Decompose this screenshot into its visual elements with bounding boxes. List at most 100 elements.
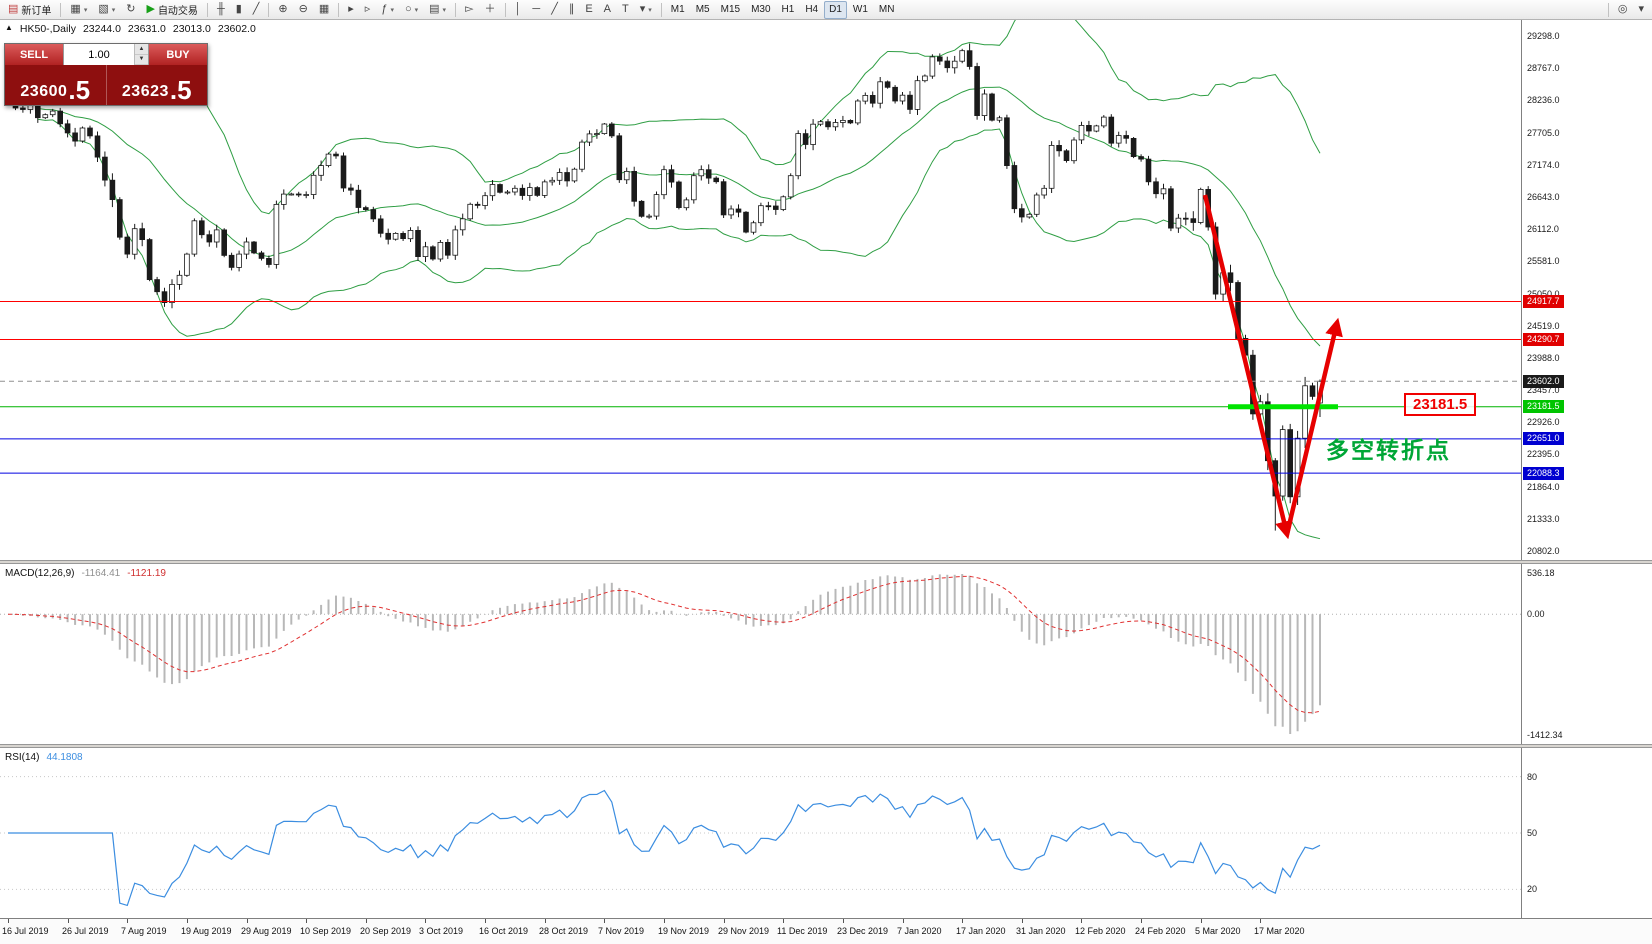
text-button[interactable]: A — [599, 1, 616, 19]
timeframe-m5[interactable]: M5 — [691, 1, 715, 19]
toolbar-separator — [660, 2, 662, 17]
macd-scale-label: 0.00 — [1527, 609, 1545, 620]
macd-title: MACD(12,26,9) — [5, 568, 75, 579]
text-button-icon: A — [603, 3, 612, 15]
time-axis-tick — [1022, 919, 1023, 923]
macd-main-value: -1164.41 — [81, 568, 121, 579]
timeframe-w1-label: W1 — [852, 4, 868, 15]
toolbar-options-button[interactable]: ▾ — [1633, 1, 1649, 19]
price-tick-label: 27174.0 — [1527, 159, 1560, 170]
price-scale[interactable]: 29298.0 28767.0 28236.0 27705.0 27174.0 26643… — [1521, 20, 1652, 918]
time-axis-tick — [187, 919, 188, 923]
timeframe-h1-label: H1 — [781, 4, 795, 15]
toolbar-options-button-icon: ▾ — [1638, 3, 1644, 15]
periods-button[interactable]: ○ ▾ — [400, 1, 423, 19]
turning-point-annotation[interactable]: 多空转折点 — [1326, 437, 1451, 463]
price-tick-label: 24519.0 — [1527, 320, 1560, 331]
time-axis-tick — [1141, 919, 1142, 923]
candlestick-chart-button[interactable]: ▮ — [231, 1, 247, 19]
new-chart-button[interactable]: ▦ ▾ — [65, 1, 92, 19]
refresh-button[interactable]: ↻ — [121, 1, 140, 19]
buy-price-int: 23623 — [121, 83, 169, 100]
timeframe-d1[interactable]: D1 — [824, 0, 847, 19]
text-label-button[interactable]: T — [617, 1, 634, 19]
bar-chart-button-icon: ╫ — [216, 3, 225, 15]
time-axis-label: 7 Aug 2019 — [121, 926, 167, 936]
up-trend-arrow — [1284, 317, 1343, 535]
new-order-button[interactable]: ▤ 新订单 — [3, 1, 56, 19]
tile-windows-button[interactable]: ▦ — [314, 1, 334, 19]
arrows-button[interactable]: ▾ ▾ — [635, 1, 657, 19]
volume-decrease-button[interactable]: ▼ — [135, 54, 148, 65]
time-axis-label: 28 Oct 2019 — [539, 926, 589, 936]
line-chart-button[interactable]: ╱ — [248, 1, 265, 19]
trendline-button[interactable]: ╱ — [546, 1, 563, 19]
equidistant-channel-button[interactable]: ∥ — [564, 1, 580, 19]
main-toolbar: ▤ 新订单 ▦ ▾ ▧ ▾ ↻ ▶ 自动交易 ╫ ▮ ╱ ⊕ ⊖ ▦ ▸ ▹ ƒ ▾ ○ ▾ ▤ ▾ ▻ ＋ │ ─ ╱ ∥ E A T ▾ ▾ M… — [0, 0, 1652, 20]
time-axis[interactable]: 16 Jul 2019 26 Jul 2019 7 Aug 2019 19 Aug 2… — [0, 918, 1652, 944]
time-axis-label: 29 Nov 2019 — [718, 926, 770, 936]
timeframe-m30[interactable]: M30 — [746, 1, 775, 19]
time-axis-label: 29 Aug 2019 — [241, 926, 292, 936]
chevron-down-icon: ▾ — [83, 6, 88, 14]
chevron-down-icon: ▾ — [648, 6, 652, 14]
symbol-period-label: HK50-,Daily — [19, 23, 76, 35]
panel-divider[interactable] — [0, 560, 1652, 564]
buy-button[interactable]: BUY — [149, 44, 207, 65]
text-label-button-icon: T — [622, 3, 629, 15]
time-axis-label: 7 Jan 2020 — [897, 926, 942, 936]
time-axis-label: 19 Nov 2019 — [658, 926, 710, 936]
timeframe-h1[interactable]: H1 — [777, 1, 800, 19]
time-axis-label: 10 Sep 2019 — [300, 926, 352, 936]
down-trend-arrow — [1202, 194, 1293, 540]
chart-shift-button[interactable]: ▹ — [360, 1, 376, 19]
buy-price[interactable]: 23623 .5 — [107, 65, 208, 105]
bar-chart-button[interactable]: ╫ — [212, 1, 230, 19]
rsi-panel[interactable] — [0, 748, 1521, 918]
time-axis-tick — [8, 919, 9, 923]
time-axis-label: 17 Mar 2020 — [1254, 926, 1305, 936]
collapse-triangle-icon[interactable]: ▲ — [5, 23, 13, 32]
level-price-callout[interactable]: 23181.5 — [1404, 393, 1477, 416]
autotrading-button-label: 自动交易 — [157, 6, 198, 17]
trendline-button-icon: ╱ — [551, 3, 558, 15]
macd-panel[interactable] — [0, 564, 1521, 744]
panel-divider[interactable] — [0, 744, 1652, 748]
price-tag: 23602.0 — [1523, 374, 1564, 388]
timeframe-mn[interactable]: MN — [874, 1, 900, 19]
timeframe-m15[interactable]: M15 — [716, 1, 745, 19]
templates-button[interactable]: ▤ ▾ — [424, 1, 451, 19]
trend-annotations[interactable] — [1202, 194, 1343, 540]
new-order-button-icon: ▤ — [8, 3, 19, 15]
price-tag: 24290.7 — [1523, 333, 1564, 347]
timeframe-w1[interactable]: W1 — [848, 1, 873, 19]
time-axis-label: 24 Feb 2020 — [1135, 926, 1186, 936]
time-axis-tick — [783, 919, 784, 923]
cursor-button[interactable]: ▻ — [460, 1, 478, 19]
profiles-button[interactable]: ▧ ▾ — [93, 1, 120, 19]
vertical-line-button[interactable]: │ — [510, 1, 527, 19]
indicators-button[interactable]: ƒ ▾ — [376, 1, 399, 19]
volume-increase-button[interactable]: ▲ — [135, 44, 148, 55]
zoom-out-button[interactable]: ⊖ — [294, 1, 313, 19]
time-axis-tick — [664, 919, 665, 923]
sell-price[interactable]: 23600 .5 — [5, 65, 107, 105]
price-tag: 23181.5 — [1523, 400, 1564, 414]
chart-window[interactable]: ▲ HK50-,Daily 23244.0 23631.0 23013.0 23… — [0, 20, 1652, 944]
timeframe-m1[interactable]: M1 — [666, 1, 690, 19]
volume-input[interactable] — [64, 44, 134, 65]
sell-button[interactable]: SELL — [5, 44, 63, 65]
price-chart[interactable] — [0, 20, 1521, 560]
autotrading-button[interactable]: ▶ 自动交易 — [141, 1, 202, 19]
fibonacci-button[interactable]: E — [580, 1, 597, 19]
price-tick-label: 21333.0 — [1527, 513, 1560, 524]
timeframe-h4[interactable]: H4 — [800, 1, 823, 19]
horizontal-line-button[interactable]: ─ — [527, 1, 545, 19]
zoom-in-button[interactable]: ⊕ — [273, 1, 292, 19]
periods-button-icon: ○ — [404, 3, 412, 15]
time-axis-label: 3 Oct 2019 — [419, 926, 464, 936]
crosshair-button[interactable]: ＋ — [480, 1, 501, 19]
price-tick-label: 28236.0 — [1527, 95, 1560, 106]
search-button[interactable]: ◎ — [1613, 1, 1633, 19]
auto-scroll-button[interactable]: ▸ — [343, 1, 359, 19]
